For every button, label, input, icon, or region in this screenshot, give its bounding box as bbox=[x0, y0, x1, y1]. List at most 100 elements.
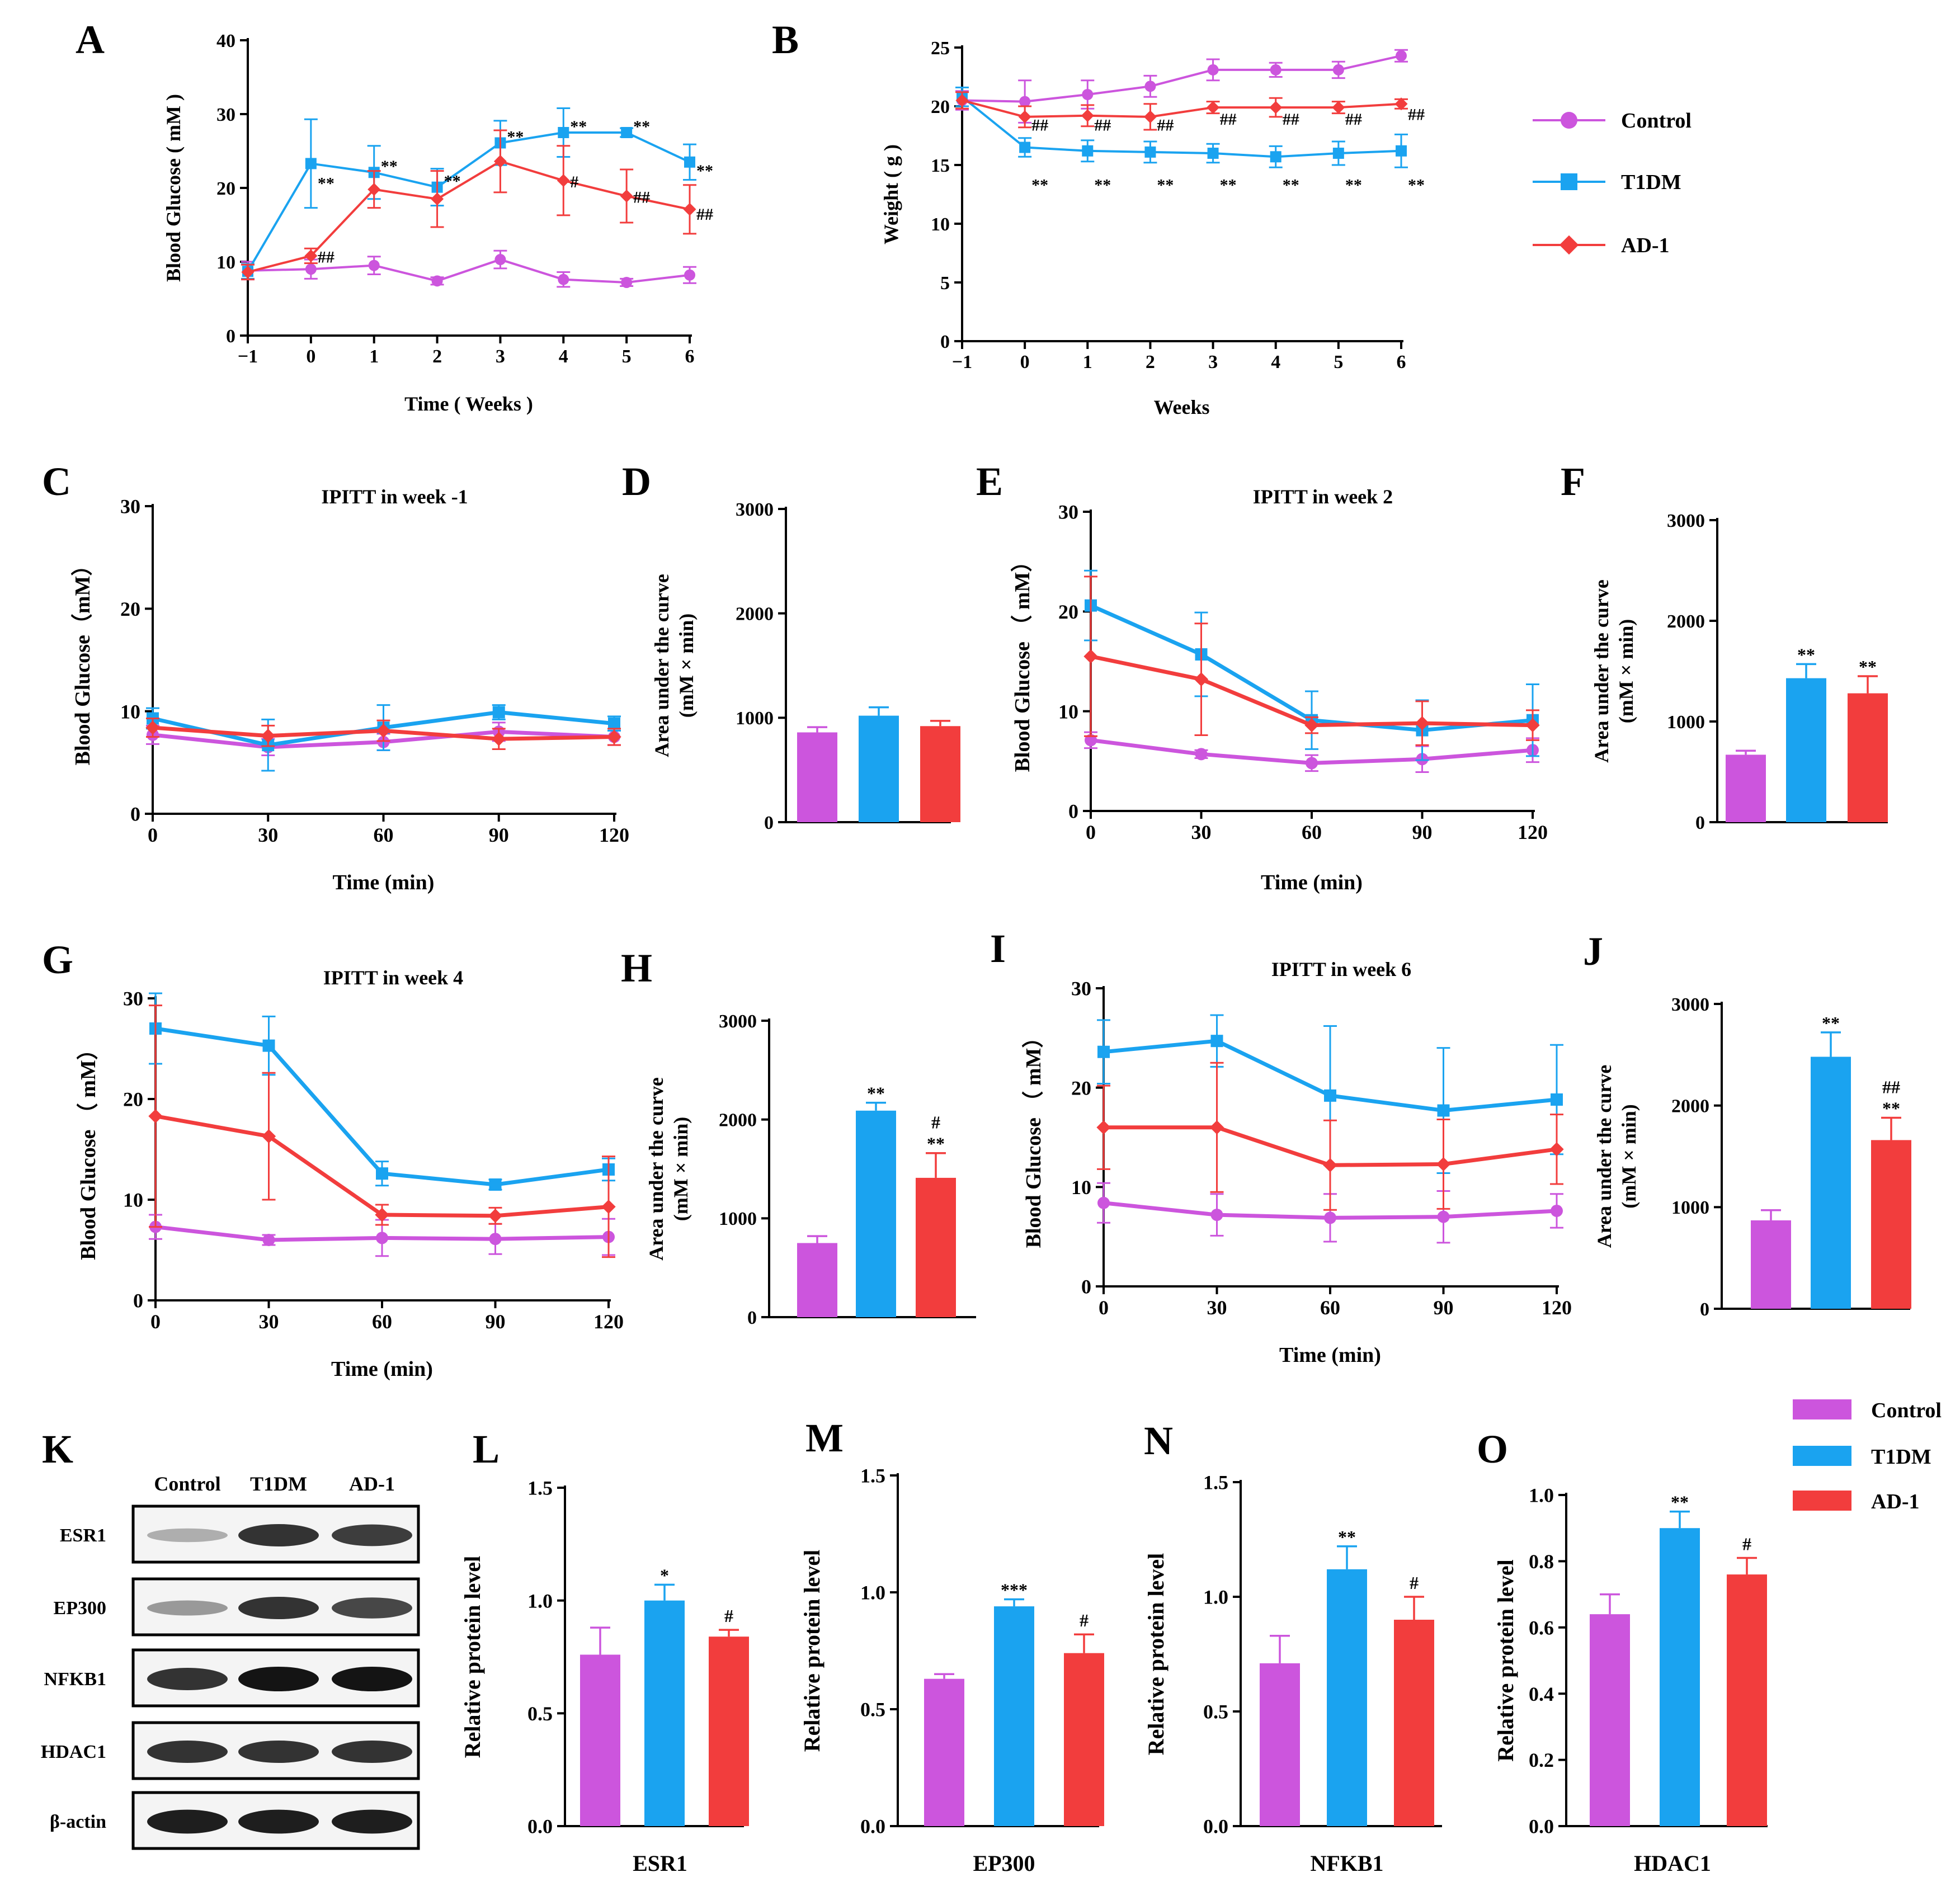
y-tick-label: 0 bbox=[133, 1290, 143, 1312]
significance-label: ** bbox=[1671, 1492, 1689, 1512]
significance-label: ** bbox=[318, 174, 334, 192]
significance-label: ** bbox=[696, 162, 713, 180]
significance-label: *** bbox=[1001, 1580, 1028, 1600]
x-tick-label: 6 bbox=[1397, 352, 1406, 372]
y-tick-label: 10 bbox=[1071, 1176, 1091, 1199]
data-point-diamond bbox=[1096, 1120, 1111, 1135]
panel-G: G 0 10 20 30 0 30 60 90 120 Time (min) Blood Glucos… bbox=[42, 937, 624, 1381]
panel-letter: C bbox=[42, 459, 71, 504]
y-tick-label: 1.5 bbox=[527, 1477, 553, 1499]
blot-band bbox=[238, 1809, 319, 1834]
x-tick-label: 120 bbox=[599, 824, 629, 846]
data-point-diamond bbox=[955, 94, 969, 107]
panel-letter: K bbox=[42, 1427, 73, 1472]
significance-label: ** bbox=[1283, 176, 1299, 195]
y-tick-label: 2000 bbox=[1671, 1096, 1709, 1117]
x-tick-label: 120 bbox=[1542, 1296, 1572, 1319]
significance-label: ## bbox=[633, 188, 650, 207]
x-tick-label: 120 bbox=[593, 1310, 624, 1333]
y-axis-label-line: Area under the curve bbox=[651, 574, 673, 757]
data-point-square bbox=[621, 127, 633, 138]
panel-letter: B bbox=[772, 17, 799, 62]
significance-label: ** bbox=[507, 128, 524, 146]
data-point-circle bbox=[376, 1232, 388, 1244]
series-ad1 bbox=[1083, 576, 1540, 746]
bar-ad1 bbox=[920, 726, 960, 822]
series-control bbox=[149, 1214, 615, 1257]
significance-label: ** bbox=[1094, 176, 1111, 195]
data-point-circle bbox=[1270, 64, 1281, 76]
data-point-circle bbox=[1085, 734, 1097, 747]
panel-F: F 0 1000 2000 3000 ** ** Area under the curve (m… bbox=[1561, 459, 1888, 833]
y-axis-label: Area under the curve (mM × min) bbox=[645, 1077, 692, 1261]
data-point-diamond bbox=[145, 720, 160, 735]
data-point-circle bbox=[1561, 112, 1577, 129]
y-tick-label: 0.4 bbox=[1529, 1683, 1554, 1705]
significance-label: ** bbox=[1882, 1098, 1900, 1118]
series-t1dm bbox=[1097, 1014, 1563, 1174]
panel-O: O 0.0 0.2 0.4 0.6 0.8 1.0 ** # Relative protein l… bbox=[1477, 1427, 1768, 1876]
y-axis-label: Relative protein level bbox=[460, 1556, 485, 1758]
y-tick-label: 1000 bbox=[1671, 1197, 1709, 1218]
x-tick-label: 30 bbox=[1207, 1296, 1227, 1319]
panel-letter: D bbox=[622, 459, 651, 504]
chart-title: IPITT in week 2 bbox=[1253, 485, 1393, 508]
data-point-square bbox=[608, 717, 620, 730]
x-tick-label: 1 bbox=[369, 346, 379, 367]
data-point-circle bbox=[1396, 50, 1407, 62]
data-point-circle bbox=[1437, 1210, 1450, 1223]
y-tick-label: 1000 bbox=[1667, 712, 1705, 733]
y-tick-label: 20 bbox=[931, 97, 950, 117]
panel-L: L 0.0 0.5 1.0 1.5 * # Relative protein level ESR… bbox=[460, 1427, 749, 1876]
significance-label: ** bbox=[927, 1134, 945, 1154]
legend-swatch-t1dm bbox=[1793, 1446, 1851, 1466]
series-ad1 bbox=[955, 91, 1408, 131]
significance-label: ## bbox=[1345, 110, 1362, 129]
data-point-diamond bbox=[241, 265, 255, 279]
x-tick-label: 90 bbox=[486, 1310, 506, 1333]
data-point-square bbox=[1019, 142, 1031, 153]
data-point-circle bbox=[1019, 96, 1031, 107]
x-tick-label: 1 bbox=[1083, 352, 1092, 372]
data-point-diamond bbox=[1415, 716, 1430, 730]
legend-label: AD-1 bbox=[1871, 1490, 1920, 1513]
panel-D: D 0 1000 2000 3000 Area under the curve (mM × … bbox=[622, 459, 960, 833]
data-point-square bbox=[1210, 1035, 1223, 1048]
y-tick-label: 20 bbox=[120, 598, 140, 620]
data-point-diamond bbox=[601, 1199, 616, 1214]
y-tick-label: 2000 bbox=[736, 604, 774, 625]
panel-letter: H bbox=[621, 946, 652, 991]
bar-control bbox=[580, 1654, 620, 1826]
y-tick-label: 10 bbox=[216, 252, 235, 273]
data-point-circle bbox=[1210, 1209, 1223, 1222]
bar-control bbox=[1260, 1663, 1300, 1826]
panel-letter: G bbox=[42, 937, 73, 982]
lane-label: Control bbox=[154, 1473, 220, 1495]
lane-label: AD-1 bbox=[349, 1473, 395, 1495]
y-axis-label-line: (mM × min) bbox=[670, 1117, 692, 1221]
x-tick-label: 5 bbox=[1334, 352, 1343, 372]
data-point-circle bbox=[494, 254, 506, 266]
panel-K: K Control T1DM AD-1 ESR1 EP300 NFKB1 HDAC1 β-act… bbox=[41, 1427, 420, 1850]
blot-band bbox=[147, 1600, 228, 1616]
blot-band bbox=[147, 1528, 228, 1543]
y-axis-label: Blood Glucose（mM） bbox=[71, 555, 95, 766]
y-axis-label: Area under the curve (mM × min) bbox=[1593, 1065, 1640, 1248]
x-tick-label: 0 bbox=[306, 346, 315, 367]
significance-label: ** bbox=[1822, 1013, 1840, 1033]
y-axis-label-line: (mM × min) bbox=[675, 614, 698, 718]
data-point-square bbox=[1097, 1045, 1110, 1058]
data-point-circle bbox=[1207, 64, 1219, 76]
y-tick-label: 2000 bbox=[1667, 611, 1705, 632]
y-axis-label: Relative protein level bbox=[1493, 1559, 1518, 1761]
y-tick-label: 3000 bbox=[736, 499, 774, 520]
x-axis-label: Time (min) bbox=[333, 871, 435, 894]
x-axis-label: NFKB1 bbox=[1310, 1851, 1383, 1876]
bar-control bbox=[1726, 754, 1766, 822]
y-axis-label: Blood Glucose （ mM） bbox=[77, 1039, 100, 1260]
significance-label: ## bbox=[1408, 106, 1425, 124]
blot-band bbox=[332, 1740, 412, 1763]
data-point-diamond bbox=[1332, 101, 1345, 114]
